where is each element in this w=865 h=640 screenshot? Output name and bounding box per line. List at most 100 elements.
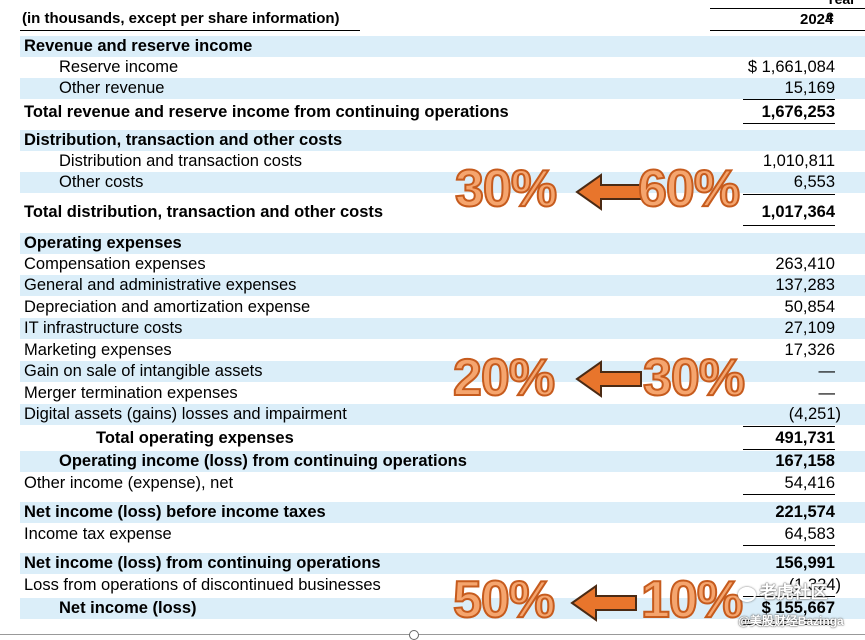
row-label: Total distribution, transaction and othe… xyxy=(24,203,384,221)
row-total-dist: Total distribution, transaction and othe… xyxy=(20,202,865,223)
subtotal-rule xyxy=(743,596,835,597)
row-loss-discontinued: Loss from operations of discontinued bus… xyxy=(20,575,865,596)
watermark-bubble-icon xyxy=(738,587,756,603)
row-value: 54,416 xyxy=(784,474,835,492)
year-header: 2024 xyxy=(800,11,834,28)
row-value: 64,583 xyxy=(784,525,835,543)
row-pretax-income: Net income (loss) before income taxes 22… xyxy=(20,502,865,523)
row-label: Other costs xyxy=(59,173,144,191)
units-header: (in thousands, except per share informat… xyxy=(22,10,340,27)
subtotal-rule xyxy=(743,494,835,495)
row-label: IT infrastructure costs xyxy=(24,319,183,337)
row-label: Net income (loss) before income taxes xyxy=(24,503,326,521)
row-label: Revenue and reserve income xyxy=(24,37,253,55)
row-value: $ 1,661,084 xyxy=(747,58,835,76)
row-label: Compensation expenses xyxy=(24,255,206,273)
row-label: Gain on sale of intangible assets xyxy=(24,362,263,380)
annotation-30pct-2: 30% xyxy=(642,349,746,407)
row-label: Operating expenses xyxy=(24,234,182,252)
row-label: Reserve income xyxy=(59,58,179,76)
year-label-partial: Year e xyxy=(826,0,856,23)
row-label: General and administrative expenses xyxy=(24,276,297,294)
row-label: Other revenue xyxy=(59,79,165,97)
row-label: Marketing expenses xyxy=(24,341,172,359)
row-value: 167,158 xyxy=(775,452,835,470)
subtotal-rule xyxy=(743,194,835,195)
row-it-infra: IT infrastructure costs 27,109 xyxy=(20,318,865,339)
row-net-income-cont: Net income (loss) from continuing operat… xyxy=(20,553,865,574)
row-digital-assets: Digital assets (gains) losses and impair… xyxy=(20,404,865,425)
subtotal-rule xyxy=(743,99,835,100)
row-other-costs: Other costs 6,553 xyxy=(20,172,865,193)
header-rule-bottom xyxy=(710,30,865,31)
row-depreciation: Depreciation and amortization expense 50… xyxy=(20,297,865,318)
header-rule-top xyxy=(710,8,865,9)
row-value: 1,676,253 xyxy=(761,103,835,121)
header-underline-left xyxy=(20,30,360,31)
annotation-10pct: 10% xyxy=(640,571,744,629)
row-label: Other income (expense), net xyxy=(24,474,234,492)
row-value: (4,251) xyxy=(788,405,841,423)
row-label: Net income (loss) from continuing operat… xyxy=(24,554,381,572)
total-rule xyxy=(743,123,835,124)
row-label: Depreciation and amortization expense xyxy=(24,298,311,316)
annotation-50pct: 50% xyxy=(452,571,556,629)
row-net-income: Net income (loss) $ 155,667 xyxy=(20,598,865,619)
row-other-income: Other income (expense), net 54,416 xyxy=(20,473,865,494)
row-dist-heading: Distribution, transaction and other cost… xyxy=(20,130,865,151)
row-value: 156,991 xyxy=(775,554,835,572)
row-value: 1,017,364 xyxy=(761,203,835,221)
row-value: 263,410 xyxy=(775,255,835,273)
watermark-handle: @美股财经Bazinga xyxy=(738,614,844,628)
row-label: Distribution, transaction and other cost… xyxy=(24,131,343,149)
row-label: Distribution and transaction costs xyxy=(59,152,303,170)
row-value: 6,553 xyxy=(793,173,835,191)
subtotal-rule xyxy=(743,545,835,546)
row-label: Total operating expenses xyxy=(96,429,294,447)
arrow-left-icon xyxy=(575,360,642,398)
total-rule xyxy=(743,225,835,226)
row-gain-intangible: Gain on sale of intangible assets — xyxy=(20,361,865,382)
row-value: 1,010,811 xyxy=(762,152,835,170)
row-compensation: Compensation expenses 263,410 xyxy=(20,254,865,275)
row-value: 221,574 xyxy=(775,503,835,521)
annotation-20pct: 20% xyxy=(452,349,556,407)
row-opex-heading: Operating expenses xyxy=(20,233,865,254)
subtotal-rule xyxy=(743,426,835,427)
watermark-logo: 老虎社区 xyxy=(738,578,828,603)
row-value: 15,169 xyxy=(784,79,835,97)
row-dist-costs: Distribution and transaction costs 1,010… xyxy=(20,151,865,172)
row-value: (1,324) xyxy=(788,576,841,594)
row-marketing: Marketing expenses 17,326 xyxy=(20,340,865,361)
row-value: 27,109 xyxy=(784,319,835,337)
arrow-left-icon xyxy=(575,173,642,211)
row-merger-termination: Merger termination expenses — xyxy=(20,383,865,404)
row-label: Loss from operations of discontinued bus… xyxy=(24,576,381,594)
total-rule xyxy=(743,449,835,450)
annotation-30pct-1: 30% xyxy=(454,160,558,218)
row-reserve-income: Reserve income $ 1,661,084 xyxy=(20,57,865,78)
row-label: Total revenue and reserve income from co… xyxy=(24,103,509,121)
row-value: — xyxy=(818,384,836,402)
row-total-opex: Total operating expenses 491,731 xyxy=(20,428,865,449)
bottom-rule xyxy=(0,634,865,635)
arrow-left-icon xyxy=(570,584,637,622)
row-label: Operating income (loss) from continuing … xyxy=(59,452,467,470)
row-label: Net income (loss) xyxy=(59,599,197,617)
watermark-brand: 老虎社区 xyxy=(759,583,828,602)
double-total-rule xyxy=(743,620,835,625)
row-value: 50,854 xyxy=(784,298,835,316)
row-label: Income tax expense xyxy=(24,525,172,543)
annotation-60pct: 60% xyxy=(637,160,741,218)
row-revenue-heading: Revenue and reserve income xyxy=(20,36,865,57)
row-g-and-a: General and administrative expenses 137,… xyxy=(20,275,865,296)
row-other-revenue: Other revenue 15,169 xyxy=(20,78,865,99)
row-label: Merger termination expenses xyxy=(24,384,238,402)
row-income-tax: Income tax expense 64,583 xyxy=(20,524,865,545)
row-total-revenue: Total revenue and reserve income from co… xyxy=(20,102,865,123)
row-value: — xyxy=(818,362,836,380)
row-value: $ 155,667 xyxy=(761,599,835,617)
row-value: 17,326 xyxy=(784,341,835,359)
row-label: Digital assets (gains) losses and impair… xyxy=(24,405,347,423)
